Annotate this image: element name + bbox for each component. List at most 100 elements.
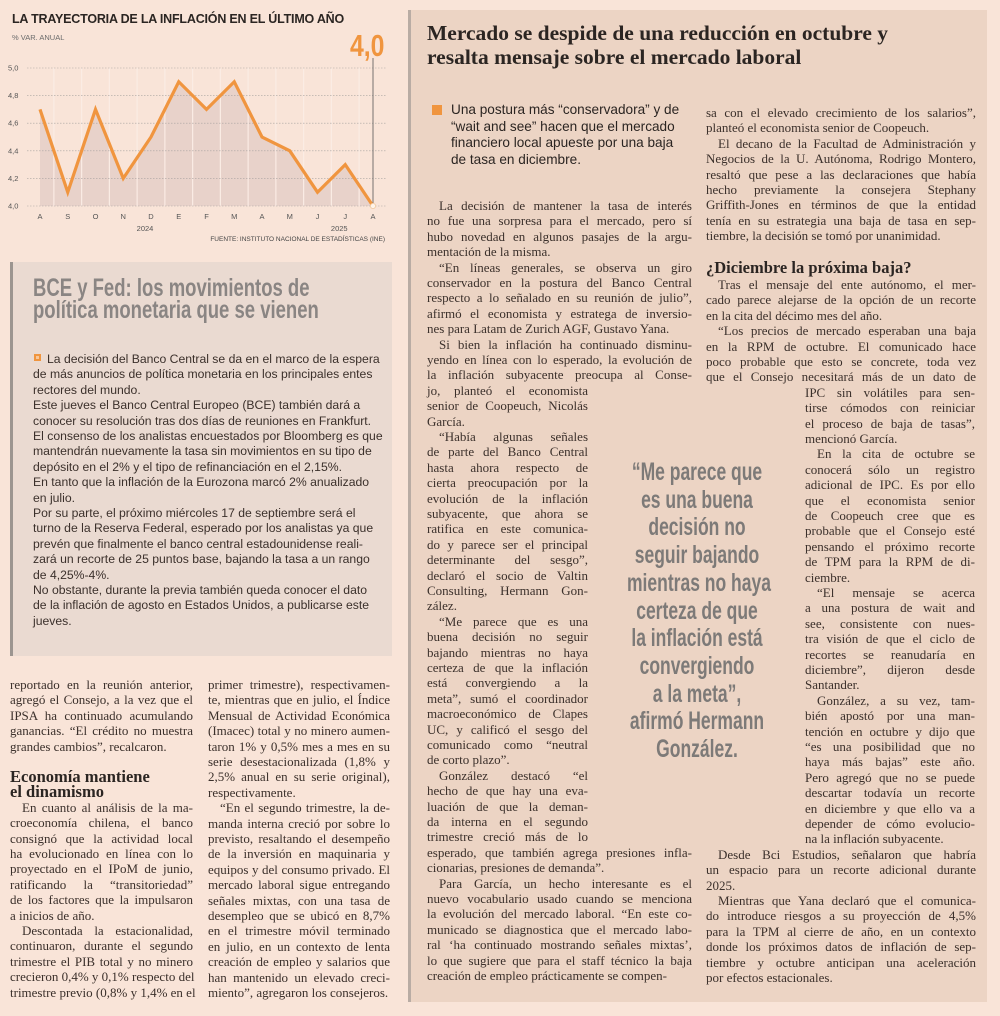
text-line: primer trimestre), respectivamen-	[208, 677, 390, 692]
text-line: Descontada la estacionalidad,	[22, 923, 193, 938]
latest-point-marker	[369, 202, 376, 209]
pull-quote-line: la inflación está	[631, 624, 763, 653]
text-line: “En líneas generales, se observa un giro	[439, 259, 692, 275]
sidebar-text-line: rectores del mundo.	[33, 382, 141, 397]
text-line: determinante del sesgo”,	[427, 552, 588, 568]
text-line: que el economista senior	[805, 492, 975, 508]
text-line: equipos y del consumo privado. El	[208, 861, 390, 877]
text-line: mercado laboral sigue entregando	[208, 877, 390, 893]
text-line: “Los precios de mercado esperaban una ba…	[718, 323, 976, 339]
pull-quote-line: González.	[656, 735, 738, 763]
text-line: planteó el economista senior de Coopeuch…	[706, 120, 930, 136]
x-tick-label: S	[65, 212, 70, 221]
text-line: conservador en la postura del Banco Cent…	[427, 275, 692, 290]
chart-latest-value: 4,0	[350, 28, 385, 63]
sidebar-text-line: conocer su resolución tras dos días de r…	[33, 413, 372, 428]
sidebar-text-line: Este jueves el Banco Central Europeo (BC…	[33, 398, 361, 413]
sidebar-text-line: El consenso de los analistas encuestados…	[33, 429, 383, 443]
text-line: de Coopeuch cree que es	[805, 508, 975, 523]
text-line: hecho previamente la consejera Stephany	[706, 182, 976, 197]
text-line: IPC sin volátiles para sen-	[805, 384, 975, 400]
y-tick-label: 5,0	[8, 64, 18, 73]
text-line: continuaron, durante el segundo	[10, 938, 193, 954]
text-line: no fue una sorpresa para el mercado, per…	[427, 213, 692, 229]
text-line: see, consistente con nues-	[805, 615, 975, 631]
x-tick-label: D	[148, 212, 154, 221]
sidebar-text-line: La decisión del Banco Central se da en e…	[47, 352, 380, 366]
pull-quote-line: mientras no haya	[627, 568, 771, 597]
sidebar-text-line: de más anuncios de política monetaria en…	[33, 367, 373, 382]
text-line: ciembre.	[805, 569, 851, 585]
text-line: por efectos estacionales.	[706, 970, 833, 985]
text-line: miento”, agregaron los consejeros.	[208, 985, 389, 1000]
text-line: resaltó que pese a las declaraciones que…	[706, 166, 976, 182]
pull-quote-line: seguir bajando	[634, 541, 760, 570]
text-line: de la inversión en maquinaria y	[208, 846, 390, 862]
text-line: previsto, resaltando el desempeño	[208, 831, 390, 846]
sidebar-title-line: política monetaria que se vienen	[33, 296, 319, 324]
deck-line: Una postura más “conservadora” y de	[451, 102, 680, 117]
text-line: croeconomía chilena, el banco	[10, 815, 193, 831]
text-line: “Había algunas señales	[439, 429, 588, 444]
text-line: respecto a lo señalado en su reunión de …	[427, 290, 692, 306]
y-tick-label: 4,0	[8, 202, 18, 211]
text-line: La decisión de mantener la tasa de inter…	[439, 198, 692, 213]
text-line: en el trimestre móvil terminado	[208, 923, 390, 939]
text-line: de parte del Banco Central	[427, 444, 588, 460]
text-line: tiembre y octubre anticipan una acelerac…	[706, 954, 976, 970]
text-line: te, mientras que en julio, el Índice	[208, 692, 390, 708]
text-line: la inflación subyacente preocupa al Cons…	[427, 367, 692, 383]
inflation-chart: LA TRAYECTORIA DE LA INFLACIÓN EN EL ÚLT…	[0, 0, 400, 250]
x-tick-label: A	[259, 212, 264, 221]
text-line: Consulting, Hermann Gon-	[427, 583, 588, 598]
text-line: para la TPM al cierre de año, en un cont…	[706, 923, 976, 939]
text-line: González, a su vez, tam-	[817, 692, 975, 708]
text-line: buena decisión no seguir	[427, 629, 588, 645]
text-line: taron 1% y 0,5% mes a mes en su	[208, 738, 390, 754]
text-line: está convergiendo a la	[427, 675, 588, 691]
text-line: Tras el mensaje del ente autónomo, el me…	[718, 277, 976, 292]
text-line: luación de que la deman-	[427, 798, 588, 814]
text-line: respectivamente.	[208, 784, 296, 800]
text-line: lo que sugiere que para el staff técnico…	[427, 952, 692, 968]
text-line: da interna en el segundo	[427, 814, 588, 829]
x-tick-label: M	[287, 212, 293, 221]
text-line: trimestre creció más de lo	[427, 829, 588, 845]
text-line: conocerá sólo un registro	[805, 461, 975, 477]
text-line: creación de empleo prácticamente se comp…	[427, 968, 668, 983]
text-line: En cuanto al análisis de la ma-	[22, 799, 193, 815]
text-line: ganancias. “El crédito no muestra	[10, 723, 193, 739]
pull-quote-line: “Me parece que	[631, 458, 763, 486]
text-line: de los factores que la impulsaron	[10, 892, 193, 908]
sidebar-text-line: mantendrán nuevamente la tasa sin movimi…	[33, 444, 372, 459]
text-line: do y parece ser el principal	[427, 536, 588, 552]
text-line: señales mixtas, con una tasa de	[208, 892, 390, 908]
text-line: recortes se reanudaría en	[805, 646, 975, 662]
pull-quote-line: certeza de que	[636, 596, 758, 625]
text-line: tención en octubre y dijo que	[805, 723, 975, 739]
text-line: Griffith-Jones en términos de que la ent…	[706, 197, 976, 213]
x-tick-label: E	[176, 212, 181, 221]
text-line: un espacio para un recorte adicional dur…	[706, 862, 976, 878]
text-line: macroeconómico de Clapes	[427, 706, 588, 722]
text-line: ratificando la “transitoriedad”	[10, 876, 193, 892]
text-line: tra visión de que el ciclo de	[805, 631, 975, 647]
sidebar-text-line: Por su parte, el próximo miércoles 17 de…	[33, 506, 356, 520]
text-line: “Me parece que es una	[439, 613, 588, 629]
text-line: UC, y calificó el sesgo del	[427, 721, 588, 737]
x-tick-label: F	[204, 212, 209, 221]
text-line: (Imacec) total y no minero aumen-	[208, 723, 390, 739]
text-line: na la inflación subyacente.	[805, 831, 944, 847]
text-line: pensando el próximo recorte	[805, 538, 975, 554]
text-line: en julio, en un contexto de lenta	[208, 938, 390, 954]
text-line: a una postura de wait and	[805, 600, 975, 616]
text-line: mencionó García.	[805, 431, 898, 446]
sidebar-text-line: jueves.	[33, 613, 72, 628]
text-line: en diciembre y que ello va a	[805, 800, 975, 816]
text-line: cionarias, presiones de demanda”.	[427, 860, 605, 876]
text-line: certeza de que la inflación	[427, 660, 588, 675]
text-line: Pero agregó que no se puede	[805, 769, 975, 785]
x-tick-label: M	[231, 212, 237, 221]
text-line: Santander.	[805, 677, 860, 693]
